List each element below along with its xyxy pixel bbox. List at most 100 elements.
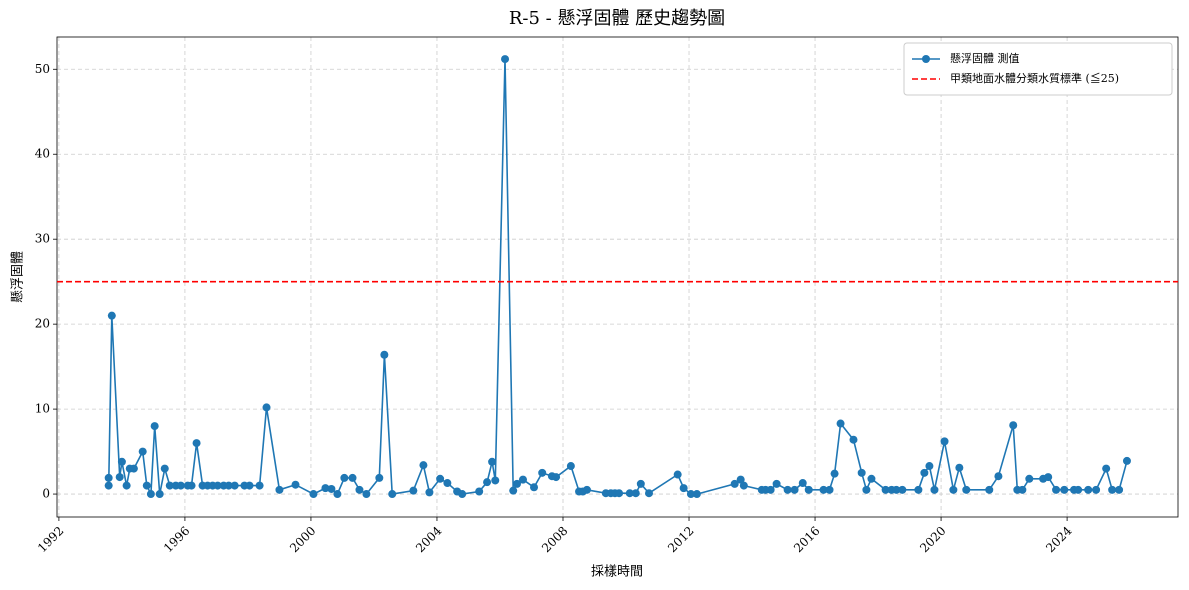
- data-point: [348, 473, 357, 482]
- data-point: [122, 481, 131, 490]
- chart-title: R-5 - 懸浮固體 歷史趨勢圖: [509, 8, 725, 29]
- data-point: [245, 481, 254, 490]
- data-point: [1092, 485, 1101, 494]
- legend-marker: [922, 55, 930, 63]
- plot-frame: [56, 36, 1179, 518]
- data-point: [1060, 485, 1069, 494]
- data-point: [914, 485, 923, 494]
- data-point: [321, 484, 330, 493]
- x-tick-label: 2020: [917, 524, 948, 555]
- data-point: [146, 490, 155, 499]
- data-point: [994, 472, 1003, 481]
- y-tick-label: 20: [35, 317, 50, 331]
- data-point: [530, 483, 539, 492]
- data-point: [224, 481, 233, 490]
- data-point: [825, 485, 834, 494]
- data-point: [388, 490, 397, 499]
- data-point: [436, 474, 445, 483]
- data-point: [409, 486, 418, 495]
- data-point: [425, 488, 434, 497]
- data-point: [142, 481, 151, 490]
- data-point: [375, 473, 384, 482]
- data-point: [920, 468, 929, 477]
- data-point: [645, 489, 654, 498]
- data-point: [150, 422, 159, 431]
- data-point: [582, 485, 591, 494]
- data-point: [491, 476, 500, 485]
- legend-box: [903, 42, 1173, 96]
- legend-label: 甲類地面水體分類水質標準 (≦25): [950, 71, 1119, 85]
- data-point: [867, 474, 876, 483]
- data-point: [615, 489, 624, 498]
- x-tick-label: 2000: [287, 524, 318, 555]
- data-point: [155, 490, 164, 499]
- x-tick-label: 1992: [35, 524, 66, 555]
- data-point: [1009, 421, 1018, 430]
- data-point: [419, 461, 428, 470]
- data-point: [830, 469, 839, 478]
- data-point: [552, 473, 561, 482]
- data-line: [107, 59, 1128, 496]
- data-point: [255, 481, 264, 490]
- data-point: [985, 485, 994, 494]
- data-point: [340, 473, 349, 482]
- y-tick-label: 0: [42, 487, 50, 501]
- data-point: [772, 479, 781, 488]
- data-point: [736, 475, 745, 484]
- data-point: [512, 479, 521, 488]
- data-point: [798, 479, 807, 488]
- data-point: [962, 485, 971, 494]
- data-point: [1122, 456, 1131, 465]
- data-point: [262, 403, 271, 412]
- data-point: [129, 464, 138, 473]
- data-point: [862, 485, 871, 494]
- data-point: [836, 419, 845, 428]
- data-point: [165, 481, 174, 490]
- data-point: [1074, 485, 1083, 494]
- data-point: [857, 468, 866, 477]
- data-point: [739, 481, 748, 490]
- data-point: [488, 457, 497, 466]
- data-point: [1044, 473, 1053, 482]
- data-point: [925, 462, 934, 471]
- x-tick-label: 2008: [539, 524, 570, 555]
- y-tick-label: 50: [35, 62, 50, 76]
- data-point: [104, 481, 113, 490]
- data-point: [355, 485, 364, 494]
- data-point: [1115, 485, 1124, 494]
- x-tick-label: 2016: [791, 524, 822, 555]
- data-point: [275, 485, 284, 494]
- data-point: [458, 490, 467, 499]
- data-point: [881, 485, 890, 494]
- data-point: [730, 479, 739, 488]
- data-point: [104, 473, 113, 482]
- x-axis-label: 採樣時間: [591, 565, 643, 580]
- data-point: [673, 470, 682, 479]
- data-point: [501, 55, 510, 64]
- legend-label: 懸浮固體 測值: [950, 51, 1020, 65]
- data-point: [930, 485, 939, 494]
- data-point: [138, 447, 147, 456]
- data-point: [475, 487, 484, 496]
- data-point: [898, 485, 907, 494]
- data-point: [380, 350, 389, 359]
- data-point: [686, 490, 695, 499]
- data-point: [115, 473, 124, 482]
- x-tick-label: 2012: [665, 524, 696, 555]
- data-point: [192, 439, 201, 448]
- x-tick-label: 2024: [1043, 523, 1075, 555]
- data-point: [362, 490, 371, 499]
- data-point: [1084, 485, 1093, 494]
- y-axis-label: 懸浮固體: [11, 251, 26, 303]
- data-point: [1018, 485, 1027, 494]
- y-tick-label: 30: [35, 232, 50, 246]
- data-point: [692, 490, 701, 499]
- data-point: [327, 484, 336, 493]
- data-point: [309, 490, 318, 499]
- data-point: [955, 463, 964, 472]
- data-point: [538, 468, 547, 477]
- data-point: [949, 485, 958, 494]
- data-point: [291, 480, 300, 489]
